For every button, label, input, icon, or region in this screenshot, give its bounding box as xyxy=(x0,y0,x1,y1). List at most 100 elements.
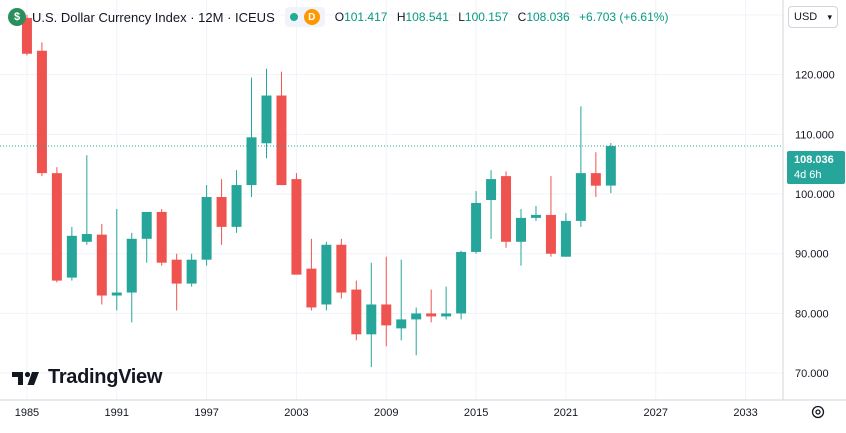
symbol-title[interactable]: U.S. Dollar Currency Index · 12M · ICEUS xyxy=(32,9,275,25)
candle-down xyxy=(156,208,167,266)
candle-body xyxy=(291,179,302,275)
candle-body xyxy=(51,173,62,281)
candle-body xyxy=(306,268,317,308)
gear-icon xyxy=(811,405,825,419)
candle-down xyxy=(306,238,317,311)
x-tick-label: 2015 xyxy=(464,407,488,419)
candle-up xyxy=(530,205,541,221)
candle-body xyxy=(246,137,257,186)
candle-up xyxy=(516,208,527,266)
currency-selector[interactable]: USD ▾ xyxy=(788,6,838,28)
candle-body xyxy=(426,313,437,317)
candle-body xyxy=(381,304,392,326)
market-open-dot-icon xyxy=(289,13,298,21)
candle-body xyxy=(396,319,407,329)
candle-down xyxy=(336,238,347,299)
candle-body xyxy=(456,251,467,314)
candle-up xyxy=(321,241,332,311)
x-tick-label: 2033 xyxy=(733,407,757,419)
candle-up xyxy=(366,262,377,368)
candle-body xyxy=(141,211,152,239)
candle-body xyxy=(66,235,77,278)
market-status-pill[interactable]: D xyxy=(284,7,325,27)
x-tick-label: 2003 xyxy=(284,407,308,419)
candle-down xyxy=(291,173,302,275)
y-tick-label: 80.000 xyxy=(795,308,829,320)
candle-body xyxy=(201,197,212,260)
candle-body xyxy=(590,173,601,186)
candle-body xyxy=(171,259,182,284)
candle-down xyxy=(276,71,287,186)
candle-body xyxy=(560,220,571,257)
candle-down xyxy=(96,223,107,305)
candle-up xyxy=(201,185,212,266)
candle-body xyxy=(231,185,242,227)
candle-down xyxy=(426,289,437,323)
currency-value: USD xyxy=(794,11,818,23)
tradingview-logo[interactable]: TradingView xyxy=(12,366,162,389)
candle-body xyxy=(486,179,497,200)
candle-up xyxy=(126,232,137,323)
bar-countdown: 4d 6h xyxy=(794,169,822,181)
x-tick-label: 1991 xyxy=(105,407,129,419)
candle-up xyxy=(111,208,122,311)
candle-up xyxy=(575,106,586,227)
currency-symbol-icon: $ xyxy=(8,8,26,26)
delayed-data-badge: D xyxy=(303,9,320,25)
candle-down xyxy=(351,280,362,341)
candle-down xyxy=(51,167,62,283)
candle-up xyxy=(396,259,407,341)
candle-body xyxy=(441,313,452,317)
candle-down xyxy=(216,179,227,245)
candle-body xyxy=(605,146,616,186)
candle-up xyxy=(456,250,467,320)
candle-body xyxy=(156,211,167,263)
candle-down xyxy=(381,256,392,347)
chart-legend: $ U.S. Dollar Currency Index · 12M · ICE… xyxy=(8,6,668,28)
y-tick-label: 70.000 xyxy=(795,368,829,380)
candle-body xyxy=(96,234,107,296)
open-value: 101.417 xyxy=(344,10,388,24)
candle-up xyxy=(81,155,92,245)
candle-body xyxy=(545,214,556,254)
candle-up xyxy=(186,253,197,287)
axis-layer: 70.000 80.000 90.000 100.000 110.000 120.000 1… xyxy=(0,0,846,419)
x-tick-label: 2009 xyxy=(374,407,398,419)
high-label: H xyxy=(396,10,406,24)
candle-up xyxy=(231,170,242,233)
candle-body xyxy=(336,244,347,293)
open-label: O xyxy=(334,10,345,24)
candle-body xyxy=(351,289,362,335)
grid-layer xyxy=(0,0,783,400)
candle-body xyxy=(81,234,92,242)
candle-down xyxy=(171,253,182,311)
candle-up xyxy=(605,143,616,194)
candle-down xyxy=(545,176,556,257)
chart-settings-button[interactable] xyxy=(809,403,827,421)
y-tick-label: 120.000 xyxy=(795,70,835,82)
candle-body xyxy=(530,214,541,218)
candle-body xyxy=(186,259,197,284)
x-tick-label: 1985 xyxy=(15,407,39,419)
low-label: L xyxy=(458,10,465,24)
candle-down xyxy=(501,171,512,248)
candle-up xyxy=(471,191,482,254)
x-tick-label: 2027 xyxy=(644,407,668,419)
high-value: 108.541 xyxy=(405,10,449,24)
candle-up xyxy=(441,286,452,320)
x-tick-label: 1997 xyxy=(194,407,218,419)
candle-body xyxy=(111,292,122,296)
low-value: 100.157 xyxy=(464,10,509,24)
candle-up xyxy=(560,213,571,257)
candle-up xyxy=(411,307,422,356)
candle-body xyxy=(321,244,332,305)
candle-up xyxy=(246,77,257,198)
candle-body xyxy=(276,95,287,186)
candle-down xyxy=(590,152,601,198)
y-tick-label: 90.000 xyxy=(795,249,829,261)
candle-up xyxy=(486,170,497,239)
tradingview-logo-icon xyxy=(12,371,39,385)
candle-up xyxy=(261,68,272,159)
